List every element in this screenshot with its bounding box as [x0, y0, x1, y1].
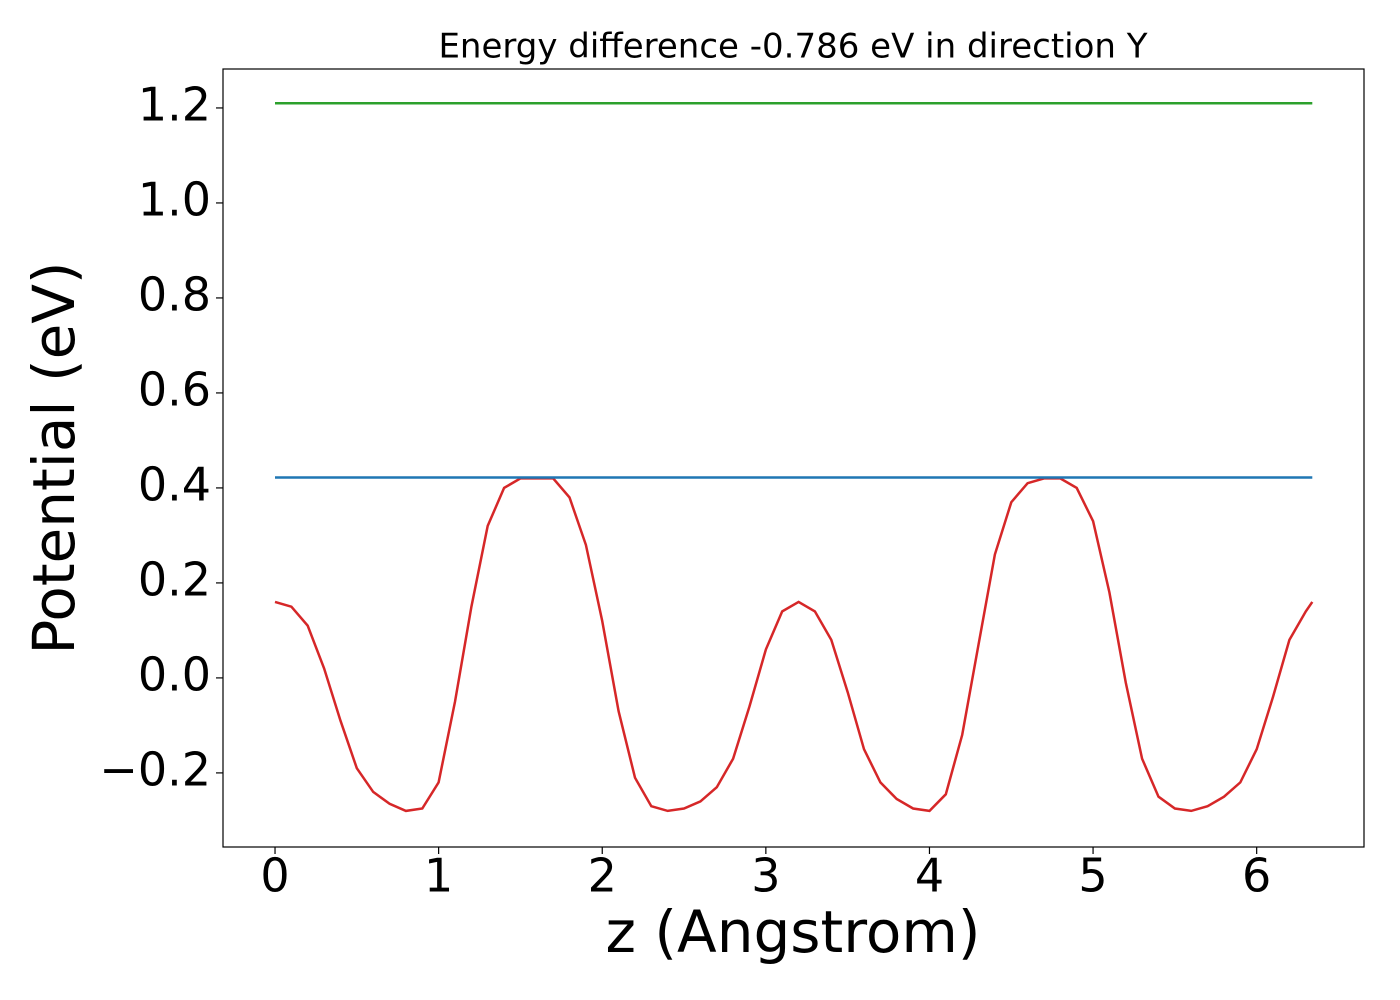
y-tick-label: 0.8: [138, 267, 211, 321]
x-tick-label: 1: [424, 849, 453, 903]
chart-title: Energy difference -0.786 eV in direction…: [438, 27, 1147, 67]
y-tick-label: 1.2: [138, 77, 211, 131]
x-tick-label: 2: [588, 849, 617, 903]
y-tick-label: 0.4: [138, 457, 211, 511]
y-axis-label: Potential (eV): [20, 261, 88, 654]
x-tick-label: 3: [751, 849, 780, 903]
line: [274, 477, 1314, 813]
y-tick-label: 1.0: [138, 172, 211, 226]
x-tick-label: 6: [1242, 849, 1271, 903]
y-tick-label: 0.6: [138, 362, 211, 416]
y-tick-label: −0.2: [99, 742, 211, 796]
y-tick-label: 0.2: [138, 552, 211, 606]
x-tick-label: 5: [1078, 849, 1107, 903]
x-axis-label: z (Angstrom): [606, 898, 981, 966]
x-tick-label: 4: [915, 849, 944, 903]
plot-frame: [222, 68, 1365, 848]
y-tick-label: 0.0: [138, 647, 211, 701]
x-tick-label: 0: [260, 849, 289, 903]
